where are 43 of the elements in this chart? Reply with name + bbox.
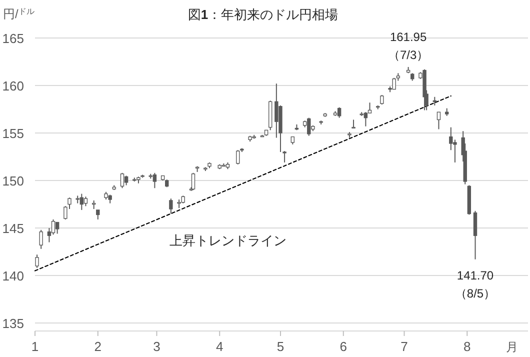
x-tick-label: 4	[216, 339, 224, 354]
x-axis-title: 月	[506, 340, 518, 354]
y-tick-label: 155	[2, 126, 24, 141]
candlestick	[392, 77, 396, 90]
candlestick	[55, 222, 60, 234]
candlestick	[307, 117, 311, 136]
annotation: 上昇トレンドライン	[170, 233, 286, 248]
x-tick-label: 6	[340, 339, 347, 354]
candlestick	[120, 172, 124, 189]
annotation: 141.70	[456, 268, 494, 282]
y-tick-label: 140	[2, 268, 24, 284]
candlestick	[80, 193, 84, 210]
candlestick	[473, 210, 478, 260]
candlestick	[51, 218, 56, 236]
x-tick-label: 2	[94, 339, 102, 354]
annotation: 161.95	[390, 30, 427, 44]
candlestick	[35, 254, 39, 268]
y-axis-title: 円/$^{ドル}$	[3, 6, 34, 21]
chart-title: 図1：年初来のドル円相場	[188, 7, 338, 22]
x-tick-label: 1	[31, 339, 39, 354]
candlestick	[152, 172, 157, 189]
x-tick-label: 8	[464, 339, 471, 354]
annotation: （7/3）	[388, 48, 429, 62]
candlestick	[380, 94, 384, 105]
y-tick-label: 150	[2, 174, 24, 188]
y-tick-label: 145	[2, 221, 24, 236]
candlestick	[337, 106, 342, 118]
y-tick-label: 160	[2, 78, 24, 94]
x-tick-label: 3	[153, 339, 160, 354]
candlestick	[236, 150, 240, 165]
candlestick	[436, 112, 441, 130]
y-tick-label: 165	[2, 31, 24, 46]
candlestick	[364, 112, 368, 127]
candlestick	[368, 102, 372, 114]
annotation: （8/5）	[454, 286, 496, 300]
candlestick	[96, 209, 100, 220]
x-tick-label: 5	[276, 339, 284, 354]
candlestick	[39, 229, 43, 250]
candlestick	[124, 175, 128, 186]
x-tick-label: 7	[400, 339, 408, 354]
candlestick	[169, 198, 173, 214]
y-tick-label: 135	[2, 316, 24, 331]
candlestick	[84, 196, 88, 207]
